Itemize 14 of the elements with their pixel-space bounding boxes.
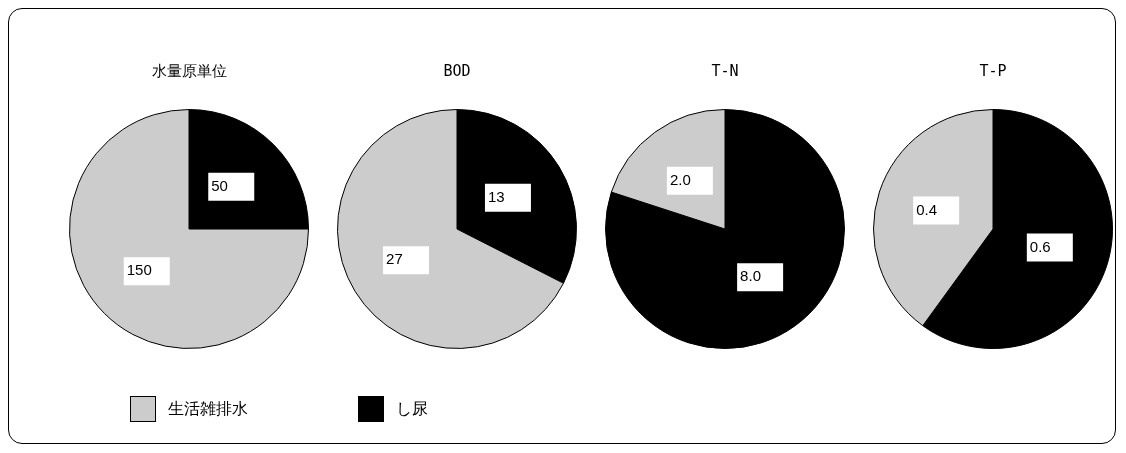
data-label: 50 xyxy=(211,176,228,194)
data-label: 8.0 xyxy=(740,267,761,285)
data-label: 150 xyxy=(126,261,152,279)
data-label: 2.0 xyxy=(669,170,691,188)
chart-title: 水量原単位 xyxy=(151,61,227,80)
data-label: 27 xyxy=(386,250,403,268)
legend-label: 生活雑排水 xyxy=(168,398,248,419)
data-label: 0.4 xyxy=(916,200,938,218)
chart-title: T-P xyxy=(979,61,1007,80)
chart-title: T-N xyxy=(711,61,739,80)
chart-title: BOD xyxy=(443,61,471,80)
data-label: 0.6 xyxy=(1029,237,1051,255)
data-label: 13 xyxy=(487,187,505,205)
legend-label: し尿 xyxy=(396,398,428,419)
